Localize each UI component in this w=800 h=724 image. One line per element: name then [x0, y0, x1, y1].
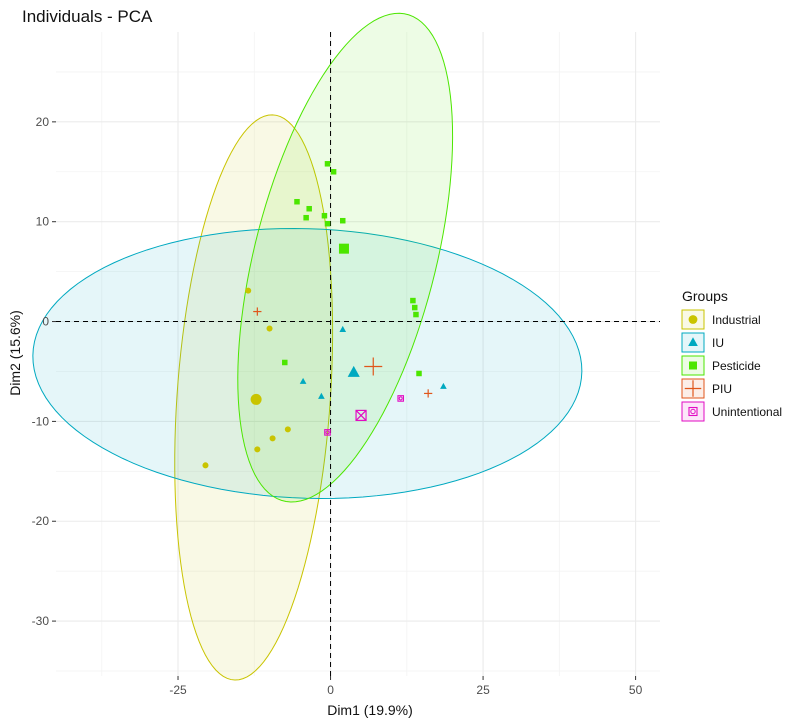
centroid-iu	[347, 365, 360, 377]
point-pesticide	[324, 161, 331, 167]
centroid-industrial	[250, 393, 262, 405]
x-tick-label: 50	[629, 683, 643, 697]
centroid-unintentional	[355, 409, 367, 422]
legend-label: Unintentional	[712, 405, 782, 419]
legend-label: Industrial	[712, 313, 761, 327]
ellipse-pesticide	[237, 12, 454, 503]
legend-item-iu: IU	[681, 332, 724, 353]
legend-key-marker	[684, 380, 702, 397]
point-industrial	[202, 462, 209, 469]
legend-item-unintentional: Unintentional	[681, 401, 782, 422]
x-tick-label: 0	[327, 683, 334, 697]
legend-item-industrial: Industrial	[681, 309, 761, 330]
centroid-pesticide	[338, 243, 349, 254]
point-iu	[299, 377, 307, 384]
y-tick-label: 0	[42, 315, 49, 329]
point-pesticide	[321, 212, 328, 219]
point-pesticide	[339, 217, 346, 224]
y-tick-label: -10	[32, 414, 50, 428]
x-tick-label: -25	[169, 683, 187, 697]
point-pesticide	[413, 311, 419, 318]
x-axis-label: Dim1 (19.9%)	[327, 702, 413, 718]
point-pesticide	[306, 205, 312, 212]
point-pesticide	[294, 198, 300, 205]
point-iu	[339, 325, 347, 332]
y-axis-label: Dim2 (15.6%)	[7, 310, 23, 396]
legend-label: Pesticide	[712, 359, 761, 373]
point-unintentional	[324, 429, 331, 436]
point-industrial	[254, 446, 261, 453]
y-tick-label: -30	[32, 614, 50, 628]
legend-key-marker	[688, 406, 698, 417]
point-industrial	[269, 435, 276, 442]
point-pesticide	[411, 304, 418, 311]
point-industrial	[245, 287, 252, 294]
chart-title: Individuals - PCA	[22, 7, 153, 26]
legend-key-marker	[688, 337, 698, 347]
point-iu	[440, 382, 447, 389]
point-iu	[318, 392, 325, 399]
legend-item-piu: PIU	[681, 378, 732, 399]
y-tick-label: 10	[36, 215, 50, 229]
point-pesticide	[330, 169, 337, 175]
point-pesticide	[303, 214, 309, 221]
legend-title: Groups	[682, 288, 728, 304]
x-tick-label: 25	[476, 683, 490, 697]
legend-key-marker	[688, 315, 698, 324]
centroid-piu	[364, 357, 383, 376]
point-industrial	[284, 426, 291, 433]
legend-label: PIU	[712, 382, 732, 396]
legend-key-box	[681, 401, 705, 422]
legend-key-marker	[689, 361, 697, 370]
point-industrial	[266, 325, 273, 332]
point-pesticide	[416, 370, 422, 377]
point-piu	[253, 307, 262, 316]
y-tick-label: -20	[32, 514, 50, 528]
y-tick-label: 20	[36, 115, 50, 129]
point-piu	[424, 389, 433, 398]
ellipse-iu	[32, 227, 583, 499]
legend-label: IU	[712, 336, 724, 350]
point-pesticide	[282, 359, 288, 366]
point-unintentional	[397, 395, 405, 402]
point-pesticide	[410, 297, 416, 304]
legend-item-pesticide: Pesticide	[681, 355, 761, 376]
point-pesticide	[324, 220, 331, 227]
